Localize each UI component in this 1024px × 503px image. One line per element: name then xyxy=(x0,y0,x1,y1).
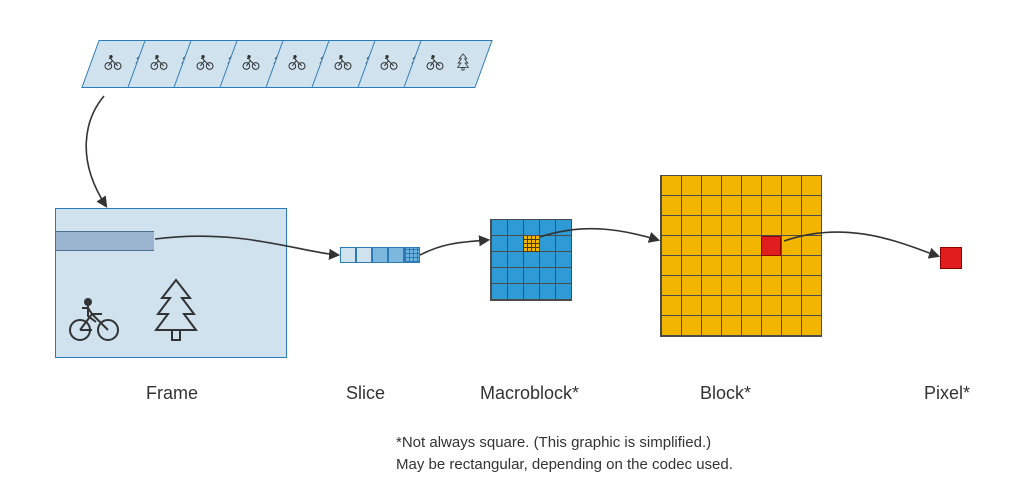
label-frame: Frame xyxy=(146,383,198,404)
block-highlight xyxy=(761,236,781,256)
bike-icon xyxy=(150,54,168,75)
pixel-graphic xyxy=(940,247,962,269)
bike-icon xyxy=(334,54,352,75)
block-graphic xyxy=(660,175,822,337)
diagram-stage: Frame Slice Macroblock* Block* Pixel* *N… xyxy=(0,0,1024,503)
label-macroblock: Macroblock* xyxy=(480,383,579,404)
footnote-line-2: May be rectangular, depending on the cod… xyxy=(396,456,733,473)
tree-icon xyxy=(150,278,202,347)
bike-icon xyxy=(288,54,306,75)
label-pixel: Pixel* xyxy=(924,383,970,404)
label-slice: Slice xyxy=(346,383,385,404)
label-block: Block* xyxy=(700,383,751,404)
slice-segment xyxy=(388,247,404,263)
slice-segment-highlight xyxy=(404,247,420,263)
bike-icon xyxy=(426,54,444,75)
bike-icon xyxy=(242,54,260,75)
bike-icon xyxy=(380,54,398,75)
frame-graphic xyxy=(55,208,287,358)
macroblock-graphic xyxy=(490,219,572,301)
slice-segment xyxy=(372,247,388,263)
frame-slice-band xyxy=(56,231,154,251)
macroblock-grid xyxy=(491,220,571,300)
bike-icon xyxy=(196,54,214,75)
filmstrip-panel xyxy=(403,40,492,88)
footnote-line-1: *Not always square. (This graphic is sim… xyxy=(396,434,711,451)
slice-graphic xyxy=(340,247,420,263)
slice-segment xyxy=(356,247,372,263)
bike-icon xyxy=(104,54,122,75)
block-grid xyxy=(661,176,821,336)
slice-segment xyxy=(340,247,356,263)
tree-icon xyxy=(456,53,470,76)
macroblock-highlight xyxy=(523,236,539,252)
arrow-slice-to-macro xyxy=(420,240,488,255)
arrow-strip-to-frame xyxy=(86,96,106,206)
bike-icon xyxy=(68,294,120,347)
